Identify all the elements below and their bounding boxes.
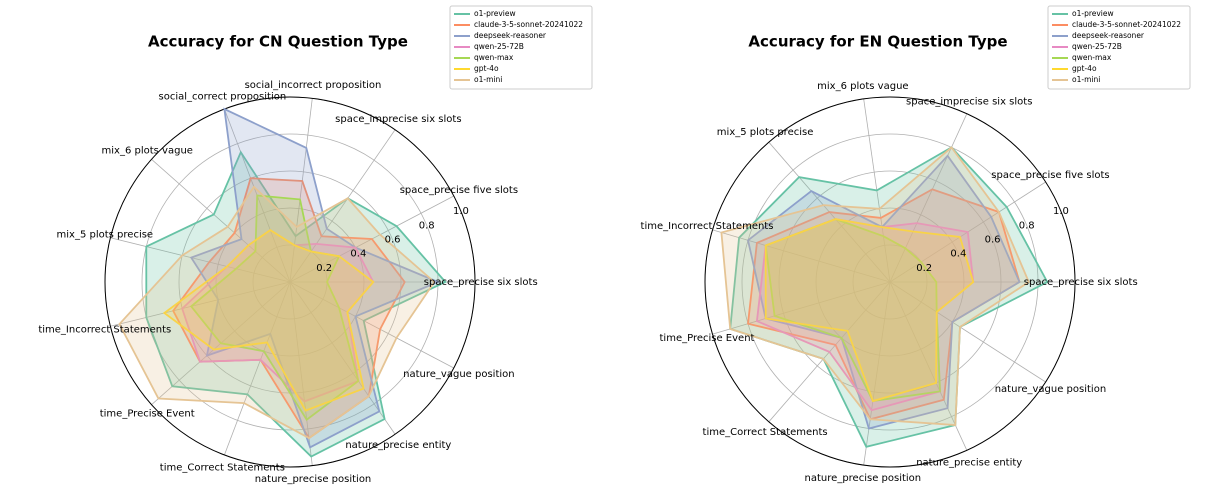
radial-grid-line [151, 159, 291, 283]
r-tick-label: 0.6 [985, 235, 1001, 246]
legend-label: o1-preview [474, 9, 516, 18]
category-label: space_precise six slots [1024, 277, 1138, 288]
radial-grid-line [289, 98, 313, 283]
category-label: nature_precise entity [345, 440, 451, 451]
legend-label: claude-3-5-sonnet-20241022 [1072, 20, 1181, 29]
radial-grid-line [889, 281, 968, 451]
r-tick-label: 0.6 [385, 235, 401, 246]
category-label: space_precise five slots [400, 185, 518, 196]
category-label: time_Incorrect Statements [641, 221, 774, 232]
category-label: time_Precise Event [660, 333, 755, 344]
radial-grid-line [889, 281, 1046, 383]
category-label: space_precise six slots [424, 277, 538, 288]
chart-title: Accuracy for CN Question Type [148, 33, 408, 51]
legend-label: o1-preview [1072, 9, 1114, 18]
category-label: space_precise five slots [991, 170, 1109, 181]
legend-label: o1-mini [474, 75, 502, 84]
category-label: mix_5 plots precise [717, 127, 814, 138]
r-tick-label: 0.4 [950, 249, 966, 260]
category-label: nature_vague position [403, 369, 514, 380]
category-label: nature_vague position [995, 384, 1106, 395]
polar-frame [704, 96, 1076, 468]
radial-grid-line [712, 229, 891, 283]
series-area [746, 154, 1021, 430]
category-label: time_Correct Statements [160, 462, 285, 473]
chart-title: Accuracy for EN Question Type [748, 33, 1007, 51]
radial-grid-line [224, 281, 291, 456]
r-tick-label: 1.0 [1053, 206, 1069, 217]
r-tick-label: 0.8 [1019, 220, 1035, 231]
legend-box [1047, 5, 1191, 90]
category-label: social_incorrect proposition [245, 80, 382, 91]
legend-label: gpt-4o [474, 64, 499, 73]
legend-label: qwen-25-72B [474, 42, 524, 51]
category-label: nature_precise position [805, 473, 922, 484]
radial-grid-line [289, 281, 313, 466]
category-label: nature_precise position [255, 474, 372, 485]
r-tick-label: 0.4 [350, 249, 366, 260]
r-tick-label: 0.8 [419, 220, 435, 231]
radial-grid-line [289, 281, 396, 435]
legend-label: qwen-25-72B [1072, 42, 1122, 51]
radial-grid-line [110, 237, 291, 283]
legend-label: deepseek-reasoner [1072, 31, 1145, 40]
legend-label: o1-mini [1072, 75, 1100, 84]
legend-box [449, 5, 593, 90]
series-area [764, 218, 975, 403]
radial-grid-line [289, 281, 454, 369]
radial-grid-line [712, 281, 891, 335]
radial-grid-line [289, 129, 396, 283]
series-area [720, 146, 1030, 426]
legend-label: claude-3-5-sonnet-20241022 [474, 20, 583, 29]
legend-label: deepseek-reasoner [474, 31, 547, 40]
r-tick-label: 1.0 [453, 206, 469, 217]
series-area [747, 188, 1021, 421]
radial-grid-line [863, 281, 891, 466]
r-tick-label: 0.2 [316, 263, 332, 274]
category-label: mix_5 plots precise [57, 230, 154, 241]
r-tick-label: 0.2 [916, 263, 932, 274]
category-label: mix_6 plots vague [817, 81, 908, 92]
legend-label: qwen-max [474, 53, 514, 62]
category-label: social_correct proposition [159, 92, 287, 103]
radial-grid-line [110, 281, 291, 327]
category-label: time_Correct Statements [703, 427, 828, 438]
category-label: nature_precise entity [916, 457, 1022, 468]
category-label: space_imprecise six slots [335, 114, 461, 125]
series-area [118, 185, 436, 440]
series-area [189, 194, 360, 422]
series-area [162, 229, 375, 412]
category-label: time_Precise Event [100, 408, 195, 419]
radial-grid-line [889, 113, 968, 283]
category-label: time_Incorrect Statements [38, 324, 171, 335]
legend-label: qwen-max [1072, 53, 1112, 62]
series-area [189, 107, 441, 449]
category-label: space_imprecise six slots [906, 97, 1032, 108]
category-label: mix_6 plots vague [102, 146, 193, 157]
series-area [764, 218, 941, 402]
legend-label: gpt-4o [1072, 64, 1097, 73]
polar-frame [104, 96, 476, 468]
